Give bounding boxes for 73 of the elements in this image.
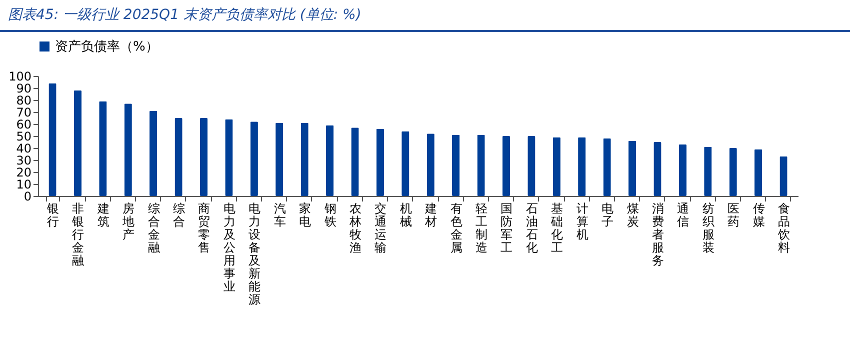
x-tick-label: 建筑 <box>96 202 110 228</box>
y-tick-label: 80 <box>16 94 32 108</box>
x-tick-label: 商贸零售 <box>198 202 210 254</box>
bar <box>276 122 284 196</box>
y-tick-label: 90 <box>16 82 32 96</box>
y-tick-label: 40 <box>16 142 32 156</box>
bar <box>174 118 182 196</box>
x-tick-label: 交通运输 <box>374 202 387 254</box>
x-tick-label: 食品饮料 <box>777 202 790 254</box>
bar <box>678 144 686 196</box>
x-tick-label: 汽车 <box>274 202 286 228</box>
bar <box>150 110 158 196</box>
x-tick-label: 纺织服装 <box>702 202 714 254</box>
x-tick-label: 通信 <box>677 202 690 228</box>
x-tick-label: 有色金属 <box>450 202 462 254</box>
x-tick-label: 电力及公用事业 <box>223 202 236 294</box>
bar <box>225 119 233 196</box>
x-tick-label: 石油石化 <box>526 202 538 254</box>
x-tick-label: 煤炭 <box>626 202 639 228</box>
y-tick-label: 70 <box>16 106 32 120</box>
x-tick-label: 综合金融 <box>148 202 160 254</box>
y-tick-label: 60 <box>16 118 32 132</box>
bar <box>502 136 510 196</box>
x-tick-label: 基础化工 <box>550 202 564 254</box>
x-tick-label: 钢铁 <box>323 202 336 228</box>
bar <box>552 137 560 196</box>
x-tick-label: 非银行金融 <box>71 202 84 268</box>
x-tick-label: 电子 <box>602 202 614 228</box>
bar <box>300 122 308 196</box>
y-tick-label: 30 <box>16 154 32 168</box>
x-tick-label: 医药 <box>728 202 740 228</box>
x-tick-label: 房地产 <box>122 202 135 242</box>
bar <box>603 138 611 196</box>
bar <box>402 131 410 196</box>
bar <box>426 134 434 196</box>
x-tick-label: 计算机 <box>576 202 588 242</box>
y-tick-label: 10 <box>16 178 32 192</box>
bar <box>74 90 82 196</box>
bar <box>200 118 208 196</box>
y-tick-label: 20 <box>16 166 32 180</box>
bar <box>528 136 536 196</box>
bar <box>326 125 334 196</box>
bar <box>48 83 56 196</box>
x-tick-label: 电力设备及新能源 <box>248 202 261 306</box>
bar <box>477 134 485 196</box>
x-tick-label: 国防军工 <box>500 202 513 254</box>
y-tick-label: 100 <box>8 70 32 84</box>
bar <box>754 149 762 196</box>
x-tick-label: 农林牧渔 <box>348 202 362 254</box>
x-tick-label: 综合 <box>173 202 186 228</box>
bar <box>250 122 258 196</box>
bar <box>376 128 384 196</box>
bar <box>729 148 737 196</box>
bar <box>351 128 359 196</box>
x-tick-label: 消费者服务 <box>652 202 664 268</box>
x-tick-label: 轻工制造 <box>476 202 488 254</box>
bar <box>124 104 132 196</box>
x-tick-label: 银行 <box>46 202 59 228</box>
bar <box>704 146 712 196</box>
bar <box>578 137 586 196</box>
chart-title: 图表45: 一级行业 2025Q1 末资产负债率对比 (单位: %) <box>0 6 850 32</box>
bar <box>628 140 636 196</box>
bar <box>99 101 107 196</box>
x-tick-label: 机械 <box>400 202 412 228</box>
legend-label: 资产负债率（%） <box>55 38 158 54</box>
bar <box>654 142 662 196</box>
bar <box>452 134 460 196</box>
x-tick-label: 家电 <box>299 202 312 228</box>
y-tick-label: 0 <box>24 190 32 204</box>
x-tick-label: 建材 <box>424 202 438 228</box>
y-tick-label: 50 <box>16 130 32 144</box>
x-tick-label: 传媒 <box>752 202 765 228</box>
bar <box>780 156 788 196</box>
